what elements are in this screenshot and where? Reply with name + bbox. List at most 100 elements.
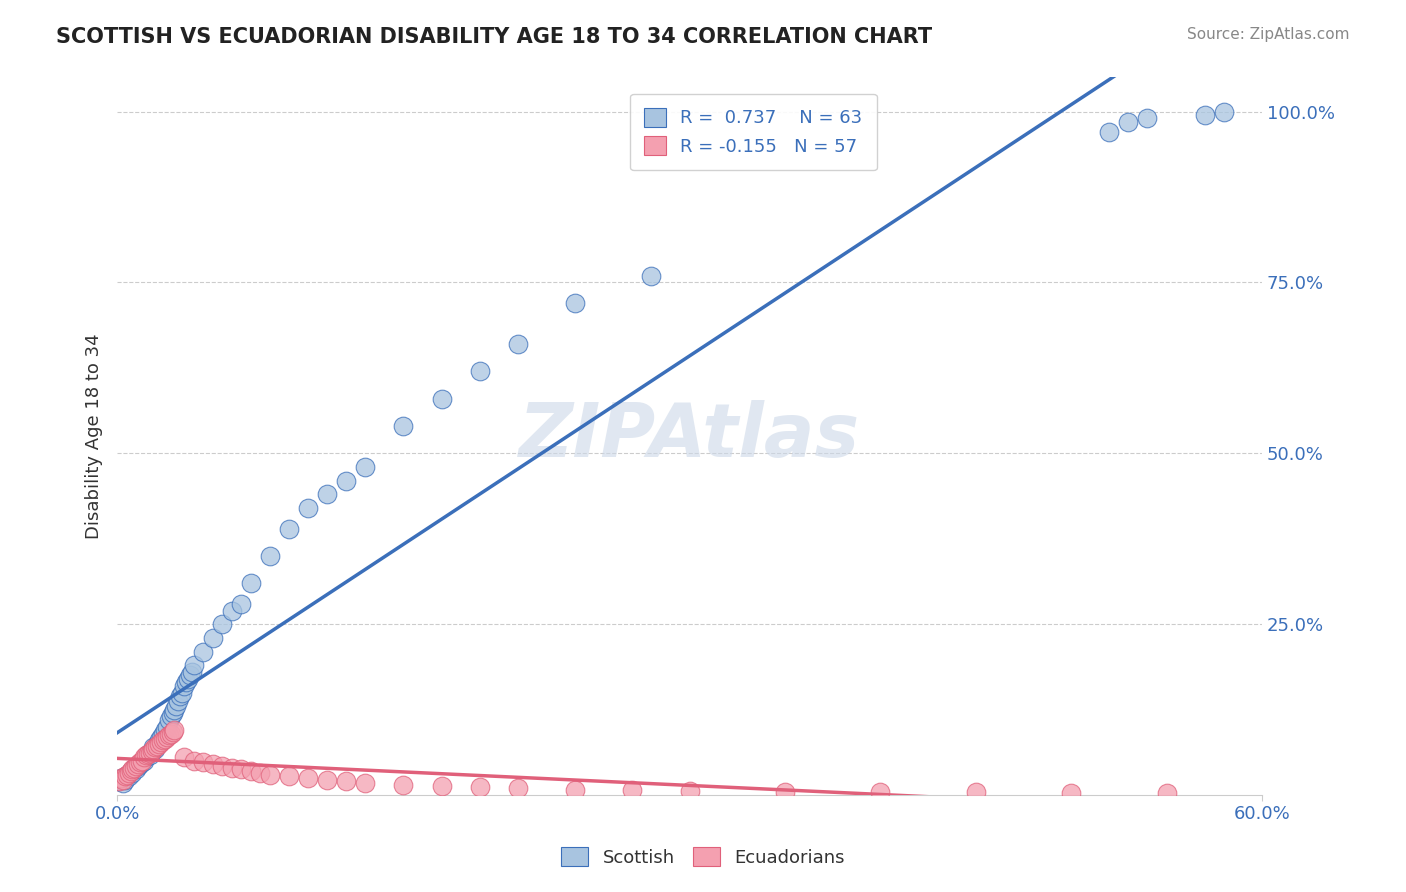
- Point: [179, 668, 201, 682]
- Point: [135, 748, 157, 763]
- Point: [157, 713, 180, 727]
- Point: [678, 784, 700, 798]
- Point: [136, 747, 159, 761]
- Point: [621, 783, 644, 797]
- Point: [392, 778, 415, 792]
- Point: [259, 549, 281, 563]
- Point: [564, 296, 586, 310]
- Point: [142, 741, 165, 756]
- Point: [156, 730, 179, 744]
- Point: [129, 756, 152, 770]
- Point: [191, 644, 214, 658]
- Point: [141, 744, 163, 758]
- Point: [1098, 125, 1121, 139]
- Point: [135, 750, 157, 764]
- Point: [201, 631, 224, 645]
- Point: [150, 730, 173, 744]
- Point: [153, 731, 176, 746]
- Point: [117, 766, 139, 780]
- Point: [354, 460, 377, 475]
- Point: [1118, 115, 1140, 129]
- Legend: Scottish, Ecuadorians: Scottish, Ecuadorians: [554, 840, 852, 874]
- Point: [124, 761, 146, 775]
- Text: ZIPAtlas: ZIPAtlas: [519, 400, 860, 473]
- Point: [115, 767, 138, 781]
- Point: [142, 740, 165, 755]
- Point: [117, 769, 139, 783]
- Point: [146, 737, 169, 751]
- Point: [159, 726, 181, 740]
- Point: [211, 617, 233, 632]
- Point: [120, 764, 142, 779]
- Point: [174, 675, 197, 690]
- Point: [170, 685, 193, 699]
- Point: [165, 699, 187, 714]
- Point: [115, 767, 138, 781]
- Point: [173, 679, 195, 693]
- Point: [132, 754, 155, 768]
- Point: [173, 750, 195, 764]
- Point: [392, 419, 415, 434]
- Point: [430, 779, 453, 793]
- Point: [640, 268, 662, 283]
- Point: [146, 739, 169, 753]
- Point: [152, 726, 174, 740]
- Point: [152, 733, 174, 747]
- Point: [162, 706, 184, 720]
- Point: [127, 757, 149, 772]
- Point: [108, 774, 131, 789]
- Text: SCOTTISH VS ECUADORIAN DISABILITY AGE 18 TO 34 CORRELATION CHART: SCOTTISH VS ECUADORIAN DISABILITY AGE 18…: [56, 27, 932, 46]
- Point: [125, 759, 148, 773]
- Point: [110, 771, 132, 785]
- Point: [159, 709, 181, 723]
- Point: [143, 740, 166, 755]
- Point: [773, 784, 796, 798]
- Point: [153, 723, 176, 738]
- Point: [124, 761, 146, 775]
- Point: [120, 764, 142, 779]
- Point: [468, 780, 491, 794]
- Point: [110, 771, 132, 785]
- Point: [183, 754, 205, 768]
- Point: [108, 774, 131, 789]
- Point: [277, 522, 299, 536]
- Point: [231, 762, 253, 776]
- Point: [1136, 112, 1159, 126]
- Point: [121, 766, 143, 780]
- Y-axis label: Disability Age 18 to 34: Disability Age 18 to 34: [86, 334, 103, 539]
- Point: [211, 759, 233, 773]
- Point: [335, 774, 357, 789]
- Point: [114, 769, 136, 783]
- Point: [169, 689, 191, 703]
- Point: [141, 744, 163, 758]
- Point: [221, 761, 243, 775]
- Point: [506, 781, 529, 796]
- Point: [1060, 786, 1083, 800]
- Point: [163, 723, 186, 738]
- Point: [177, 672, 200, 686]
- Text: Source: ZipAtlas.com: Source: ZipAtlas.com: [1187, 27, 1350, 42]
- Point: [114, 772, 136, 787]
- Point: [167, 694, 190, 708]
- Point: [111, 776, 134, 790]
- Point: [157, 728, 180, 742]
- Point: [316, 487, 339, 501]
- Point: [127, 759, 149, 773]
- Point: [201, 757, 224, 772]
- Point: [111, 772, 134, 787]
- Point: [231, 597, 253, 611]
- Point: [468, 364, 491, 378]
- Point: [191, 756, 214, 770]
- Point: [150, 735, 173, 749]
- Point: [259, 767, 281, 781]
- Point: [125, 762, 148, 776]
- Point: [131, 756, 153, 770]
- Point: [316, 772, 339, 787]
- Point: [297, 501, 319, 516]
- Point: [869, 784, 891, 798]
- Point: [131, 754, 153, 768]
- Point: [297, 771, 319, 785]
- Point: [354, 776, 377, 790]
- Point: [564, 782, 586, 797]
- Point: [138, 748, 160, 763]
